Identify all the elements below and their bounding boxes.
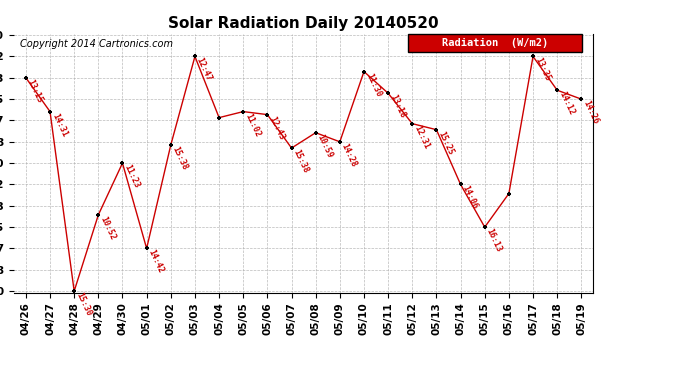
Text: 14:42: 14:42 xyxy=(146,249,166,275)
Point xyxy=(406,121,417,127)
Text: 11:02: 11:02 xyxy=(243,112,262,138)
Text: 14:31: 14:31 xyxy=(50,112,69,138)
Point xyxy=(262,112,273,118)
Text: 12:47: 12:47 xyxy=(195,57,214,83)
Text: 10:59: 10:59 xyxy=(315,133,335,159)
Text: 11:23: 11:23 xyxy=(123,163,141,190)
Text: Radiation  (W/m2): Radiation (W/m2) xyxy=(442,38,548,48)
Point xyxy=(44,109,55,115)
Point xyxy=(527,54,538,60)
Text: 15:38: 15:38 xyxy=(291,148,310,174)
Text: Copyright 2014 Cartronics.com: Copyright 2014 Cartronics.com xyxy=(19,39,172,49)
Point xyxy=(141,246,152,252)
Text: 12:31: 12:31 xyxy=(412,124,431,150)
Point xyxy=(479,224,490,230)
Text: 10:52: 10:52 xyxy=(98,215,117,242)
Point xyxy=(189,54,200,60)
Point xyxy=(286,145,297,151)
Text: 13:18: 13:18 xyxy=(388,93,407,120)
Point xyxy=(334,139,345,145)
Point xyxy=(455,182,466,188)
Text: 14:06: 14:06 xyxy=(461,184,480,211)
Point xyxy=(310,130,321,136)
Text: 14:28: 14:28 xyxy=(339,142,359,168)
Text: 13:35: 13:35 xyxy=(533,57,552,83)
Point xyxy=(431,127,442,133)
Point xyxy=(504,190,515,196)
Text: 13:15: 13:15 xyxy=(26,78,45,104)
Point xyxy=(214,115,225,121)
Point xyxy=(165,142,176,148)
Text: 16:13: 16:13 xyxy=(484,227,504,254)
Point xyxy=(237,109,248,115)
Text: 15:30: 15:30 xyxy=(75,291,93,318)
Point xyxy=(92,212,104,218)
Point xyxy=(117,160,128,166)
Title: Solar Radiation Daily 20140520: Solar Radiation Daily 20140520 xyxy=(168,16,439,31)
Point xyxy=(21,75,32,81)
Point xyxy=(69,288,79,294)
Text: 14:12: 14:12 xyxy=(558,90,576,117)
Text: 11:30: 11:30 xyxy=(364,72,383,98)
Point xyxy=(575,96,586,102)
Text: 12:43: 12:43 xyxy=(268,115,286,141)
Text: 14:26: 14:26 xyxy=(581,99,600,126)
Bar xyxy=(408,34,582,52)
Point xyxy=(552,87,563,93)
Text: 15:38: 15:38 xyxy=(170,145,190,171)
Point xyxy=(382,90,393,96)
Text: 15:25: 15:25 xyxy=(436,130,455,156)
Point xyxy=(359,69,370,75)
